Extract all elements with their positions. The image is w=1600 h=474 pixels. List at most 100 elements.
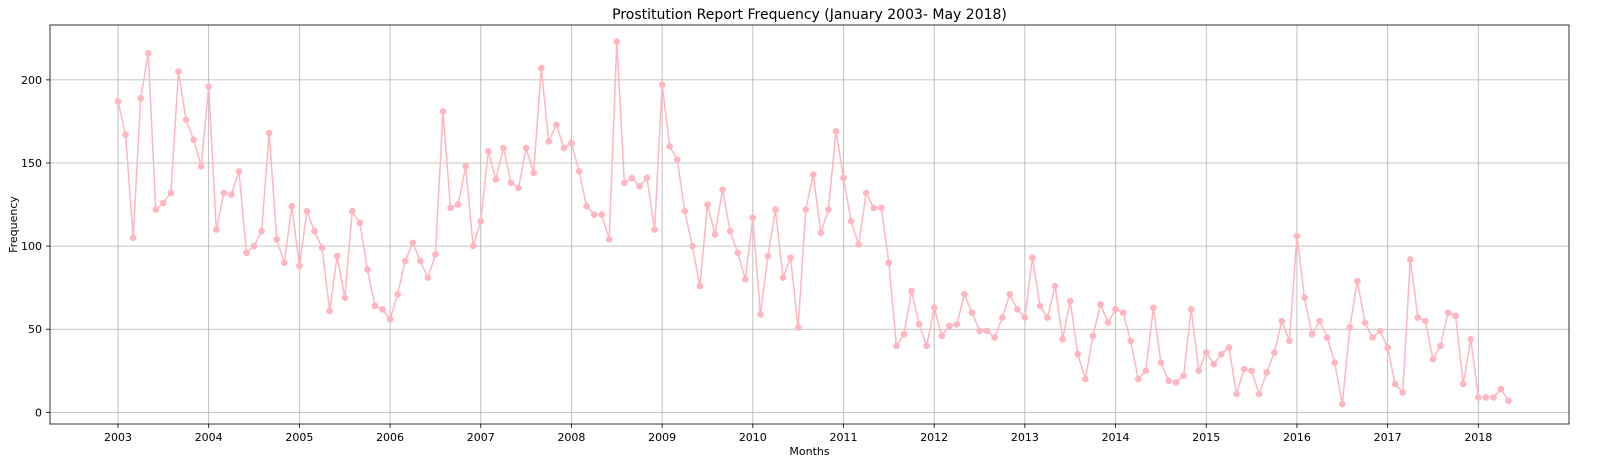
data-point: [371, 302, 379, 310]
data-point: [643, 174, 651, 182]
data-point: [628, 174, 636, 182]
data-point: [1218, 350, 1225, 358]
data-point: [734, 249, 742, 257]
data-point: [764, 252, 772, 260]
data-point: [333, 252, 341, 260]
data-point: [794, 324, 802, 331]
data-point: [1444, 309, 1452, 316]
y-tick-label: 0: [35, 406, 42, 419]
data-point: [1429, 355, 1437, 363]
data-point: [1459, 380, 1467, 388]
data-point: [968, 309, 976, 316]
data-point: [1437, 342, 1444, 350]
data-point: [212, 226, 220, 233]
data-point: [447, 204, 454, 212]
data-point: [749, 214, 757, 222]
data-point: [1082, 375, 1089, 383]
data-point: [1044, 314, 1051, 321]
data-point: [515, 184, 522, 192]
data-point: [356, 219, 364, 227]
data-point: [870, 204, 878, 212]
data-point: [1316, 317, 1323, 325]
data-point: [1112, 305, 1119, 313]
data-point: [1331, 359, 1339, 366]
x-tick-label: 2003: [104, 431, 132, 444]
data-point: [243, 249, 250, 257]
x-axis-label: Months: [789, 445, 829, 458]
data-point: [250, 242, 258, 250]
data-point: [900, 330, 908, 338]
chart-title: Prostitution Report Frequency (January 2…: [612, 7, 1007, 23]
data-point: [205, 83, 212, 90]
y-tick-label: 100: [21, 240, 42, 253]
data-point: [1255, 390, 1263, 398]
data-point: [893, 342, 900, 350]
data-point: [379, 305, 386, 313]
data-point: [953, 320, 961, 328]
data-point: [1482, 394, 1490, 401]
data-point: [1369, 334, 1376, 341]
data-point: [454, 201, 462, 208]
data-point: [877, 204, 885, 212]
data-point: [598, 211, 605, 218]
data-point: [417, 257, 424, 265]
data-point: [1150, 304, 1157, 311]
data-point: [348, 207, 356, 215]
data-point: [326, 307, 333, 315]
x-tick-label: 2004: [195, 431, 223, 444]
data-point: [817, 229, 825, 237]
data-point: [840, 174, 847, 182]
x-tick-label: 2013: [1011, 431, 1039, 444]
x-tick-label: 2005: [285, 431, 313, 444]
data-point: [439, 108, 447, 115]
data-point: [651, 226, 658, 233]
data-point: [220, 189, 228, 197]
data-point: [1240, 365, 1248, 373]
data-point: [1301, 294, 1308, 301]
data-point: [296, 262, 303, 270]
data-point: [787, 254, 794, 262]
data-point: [1308, 330, 1316, 338]
data-point: [1354, 277, 1361, 285]
x-tick-label: 2017: [1374, 431, 1402, 444]
data-point: [1059, 335, 1066, 343]
data-point: [401, 257, 409, 265]
data-point: [1014, 305, 1021, 313]
data-point: [1414, 314, 1422, 321]
data-point: [1165, 377, 1172, 385]
data-point: [666, 143, 673, 150]
data-point: [757, 310, 764, 318]
data-point: [885, 259, 893, 267]
data-point: [1475, 394, 1482, 401]
x-tick-label: 2011: [830, 431, 858, 444]
data-point: [492, 176, 500, 183]
x-gridlines: [117, 25, 1479, 424]
data-point: [673, 156, 681, 163]
x-tick-label: 2016: [1283, 431, 1311, 444]
y-tick-label: 50: [28, 323, 42, 336]
data-point: [228, 191, 235, 198]
data-point: [998, 314, 1006, 321]
x-tick-label: 2014: [1102, 431, 1130, 444]
data-point: [1195, 367, 1202, 375]
data-point: [726, 227, 734, 235]
data-point: [583, 202, 590, 210]
data-point: [1293, 232, 1301, 240]
data-point: [311, 227, 318, 235]
data-point: [530, 169, 537, 177]
data-point: [862, 189, 870, 197]
data-point: [129, 234, 137, 242]
data-point: [621, 179, 628, 187]
x-axis: 2003 2004 2005 2006 2007 2008 2009 2010 2011 2012…: [104, 424, 1492, 444]
x-tick-label: 2012: [920, 431, 948, 444]
data-point: [847, 217, 855, 225]
data-point: [1361, 319, 1369, 326]
y-gridlines: [50, 79, 1569, 413]
data-point: [424, 274, 432, 282]
data-point: [1263, 369, 1271, 376]
data-point: [590, 211, 598, 218]
data-point: [500, 144, 507, 152]
data-point: [855, 241, 862, 248]
data-point: [485, 148, 492, 155]
